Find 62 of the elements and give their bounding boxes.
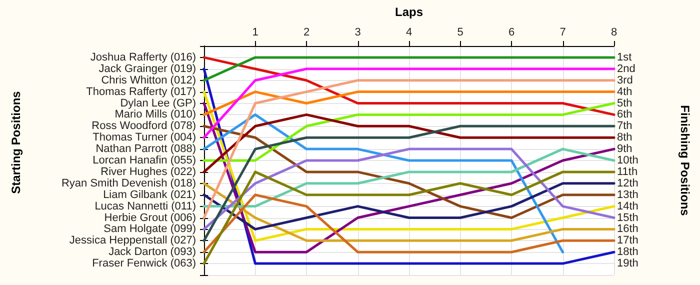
line-series — [202, 79, 616, 219]
series-label: Lorcan Hanafin (055) — [92, 154, 196, 166]
y-axis-title: Finishing Positions — [678, 105, 692, 216]
line-series — [202, 102, 616, 162]
line-series — [202, 124, 616, 219]
line-series — [202, 194, 616, 254]
x-tick-label: 1 — [252, 26, 258, 38]
y-tick-label: 5th — [617, 97, 632, 110]
y-tick-label: 4th — [617, 86, 632, 98]
line-series — [202, 182, 616, 242]
y-tick-label: 11th — [617, 166, 638, 178]
y-tick-label: 14th — [617, 200, 638, 212]
series-label: River Hughes (022) — [100, 166, 196, 178]
line-series — [202, 113, 564, 254]
series-label: Herbie Grout (006) — [104, 212, 196, 224]
x-tick-label: 7 — [560, 26, 566, 38]
series-label: Joshua Rafferty (016) — [90, 51, 196, 64]
series-label: Fraser Fenwick (063) — [92, 258, 196, 270]
y-tick-label: 2nd — [617, 62, 636, 75]
line-series — [202, 124, 616, 242]
text: Starting Positions — [9, 90, 23, 194]
y-tick-label: 16th — [617, 223, 638, 236]
x-tick-label: 8 — [610, 26, 618, 38]
x-tick-label: 6 — [508, 26, 515, 38]
x-tick-label: 5 — [457, 26, 464, 38]
series-label: Sam Holgate (099) — [104, 223, 196, 236]
series-label: Jack Darton (093) — [108, 246, 196, 258]
series-label: Ryan Smith Devenish (018) — [61, 177, 196, 190]
series-label: Jack Grainger (019) — [98, 62, 196, 75]
line-series — [202, 182, 616, 230]
y-tick-label: 1st — [617, 51, 632, 64]
x-axis-title: Laps — [394, 5, 424, 19]
y-tick-label: 12th — [617, 177, 638, 190]
line-series — [202, 113, 616, 174]
series-label: Thomas Turner (004) — [92, 132, 196, 144]
line-series — [202, 170, 616, 265]
y-tick-label: 19th — [617, 258, 638, 270]
y-tick-label: 7th — [617, 120, 632, 132]
series-label: Dylan Lee (GP) — [120, 97, 196, 110]
line-series — [202, 148, 616, 230]
series-label: Lucas Nannetti (011) — [94, 200, 196, 212]
x-tick-label: 4 — [406, 26, 412, 38]
line-series — [202, 56, 616, 116]
y-tick-label: 8th — [617, 132, 632, 144]
y-tick-label: 6th — [617, 108, 632, 121]
series-label: Jessica Heppenstall (027) — [69, 234, 196, 247]
line-series — [202, 148, 616, 208]
series-label: Thomas Rafferty (017) — [86, 86, 196, 98]
y-tick-label: 18th — [617, 246, 638, 258]
x-tick-label: 2 — [303, 26, 310, 38]
series-label: Nathan Parrott (088) — [96, 143, 196, 156]
x-tick-label: 3 — [354, 26, 361, 38]
y-tick-label: 10th — [617, 154, 638, 166]
series-label: Liam Gilbank (021) — [103, 188, 196, 201]
y-tick-label: 17th — [617, 234, 638, 247]
y-tick-label: 15th — [617, 212, 638, 224]
series-label: Mario Mills (010) — [114, 108, 196, 121]
y-tick-label: 13th — [617, 188, 638, 201]
series-label: Ross Woodford (078) — [92, 120, 196, 132]
series-label: Chris Whitton (012) — [101, 74, 196, 86]
y-tick-label: 3rd — [617, 74, 633, 86]
y-tick-label: 9th — [617, 143, 632, 156]
